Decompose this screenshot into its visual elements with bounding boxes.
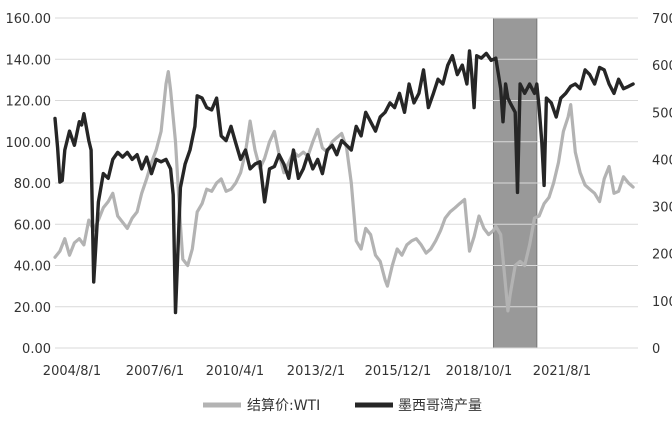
x-tick-label: 2007/6/1 xyxy=(126,364,184,379)
x-axis-ticks: 2004/8/1 2007/6/1 2010/4/1 2013/2/1 2015/12/… xyxy=(43,364,591,379)
y-right-tick-label: 300 xyxy=(652,201,672,216)
y-left-tick-label: 80.00 xyxy=(14,177,51,192)
x-tick-label: 2013/2/1 xyxy=(287,364,345,379)
y-left-tick-label: 60.00 xyxy=(14,218,51,233)
x-tick-label: 2010/4/1 xyxy=(206,364,264,379)
y-right-tick-label: 0 xyxy=(652,342,660,357)
gridlines xyxy=(55,17,638,349)
series-line-1 xyxy=(53,70,635,313)
y-right-tick-label: 200 xyxy=(652,248,672,263)
y-left-tick-label: 40.00 xyxy=(14,260,51,275)
y-left-tick-label: 140.00 xyxy=(6,53,52,68)
x-tick-label: 2018/10/1 xyxy=(446,364,513,379)
y-right-tick-label: 400 xyxy=(652,153,672,168)
y-left-tick-label: 160.00 xyxy=(6,12,52,27)
y-right-tick-label: 700 xyxy=(652,12,672,27)
y-left-tick-label: 100.00 xyxy=(6,136,52,151)
right-axis-ticks: 0 100 200 300 400 500 600 700 xyxy=(652,12,672,357)
y-left-tick-label: 0.00 xyxy=(22,342,51,357)
y-right-tick-label: 100 xyxy=(652,295,672,310)
x-tick-label: 2021/8/1 xyxy=(533,364,591,379)
series-layer xyxy=(53,49,635,315)
legend-label-1: 结算价:WTI xyxy=(247,398,320,414)
y-left-tick-label: 20.00 xyxy=(14,301,51,316)
legend-label-2: 墨西哥湾产量 xyxy=(398,397,482,414)
y-right-tick-label: 600 xyxy=(652,59,672,74)
series-line-2 xyxy=(53,49,635,315)
legend: 结算价:WTI 墨西哥湾产量 xyxy=(203,397,482,414)
x-tick-label: 2004/8/1 xyxy=(43,364,101,379)
y-right-tick-label: 500 xyxy=(652,106,672,121)
x-tick-label: 2015/12/1 xyxy=(365,364,432,379)
y-left-tick-label: 120.00 xyxy=(6,95,52,110)
left-axis-ticks: 0.00 20.00 40.00 60.00 80.00 100.00 120.00 140.… xyxy=(6,12,52,357)
